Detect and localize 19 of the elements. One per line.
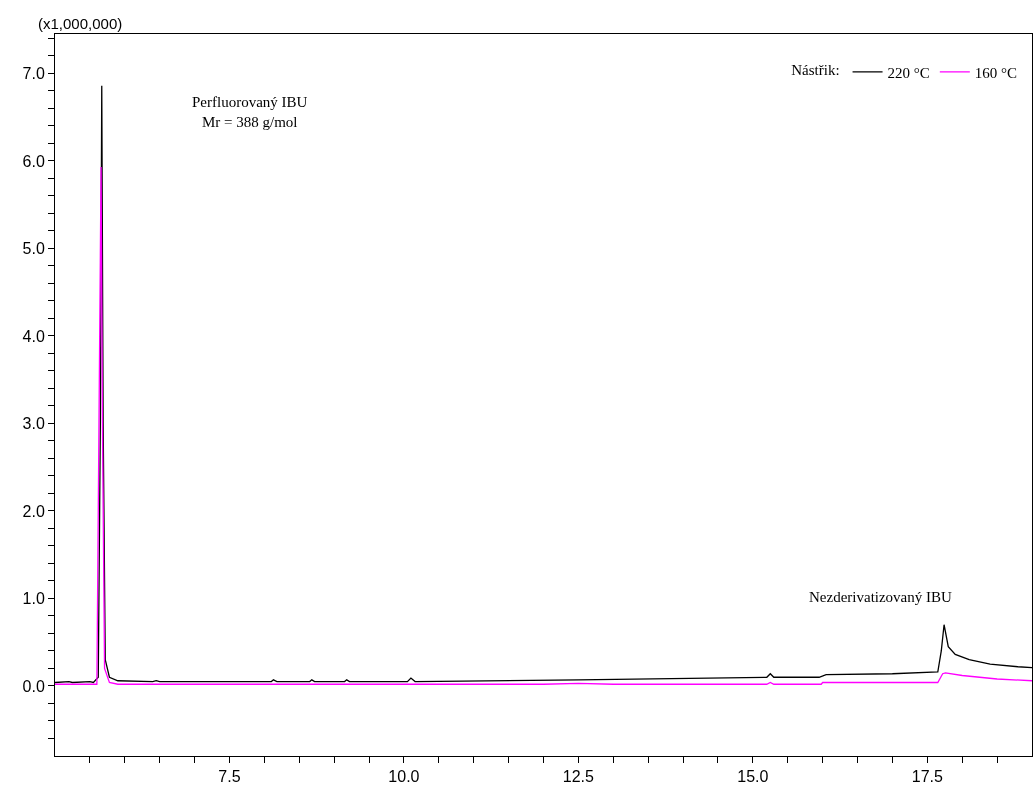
text: (x1,000,000) — [38, 15, 123, 32]
y-tick-label: 4.0 — [22, 327, 45, 345]
x-tick-label: 15.0 — [737, 768, 769, 786]
x-tick-label: 17.5 — [911, 768, 943, 786]
y-tick-label: 2.0 — [22, 502, 45, 520]
legend-label: 220 °C — [887, 64, 930, 81]
legend-label: 160 °C — [974, 64, 1018, 81]
annotation: Nezderivatizovaný IBU — [809, 589, 953, 605]
y-tick-label: 0.0 — [22, 677, 45, 695]
y-tick-label: 6.0 — [22, 152, 45, 170]
y-tick-label: 3.0 — [22, 415, 45, 433]
legend-title: Nástřik: — [791, 62, 840, 79]
x-tick-label: 10.0 — [388, 768, 420, 786]
y-tick-label: 7.0 — [22, 64, 45, 82]
y-tick-label: 1.0 — [22, 590, 45, 608]
x-tick-label: 12.5 — [562, 768, 595, 786]
annotation: Perfluorovaný IBU Mr = 388 g/mol — [192, 94, 308, 130]
y-tick-label: 5.0 — [22, 240, 45, 258]
x-tick-label: 7.5 — [218, 768, 241, 786]
